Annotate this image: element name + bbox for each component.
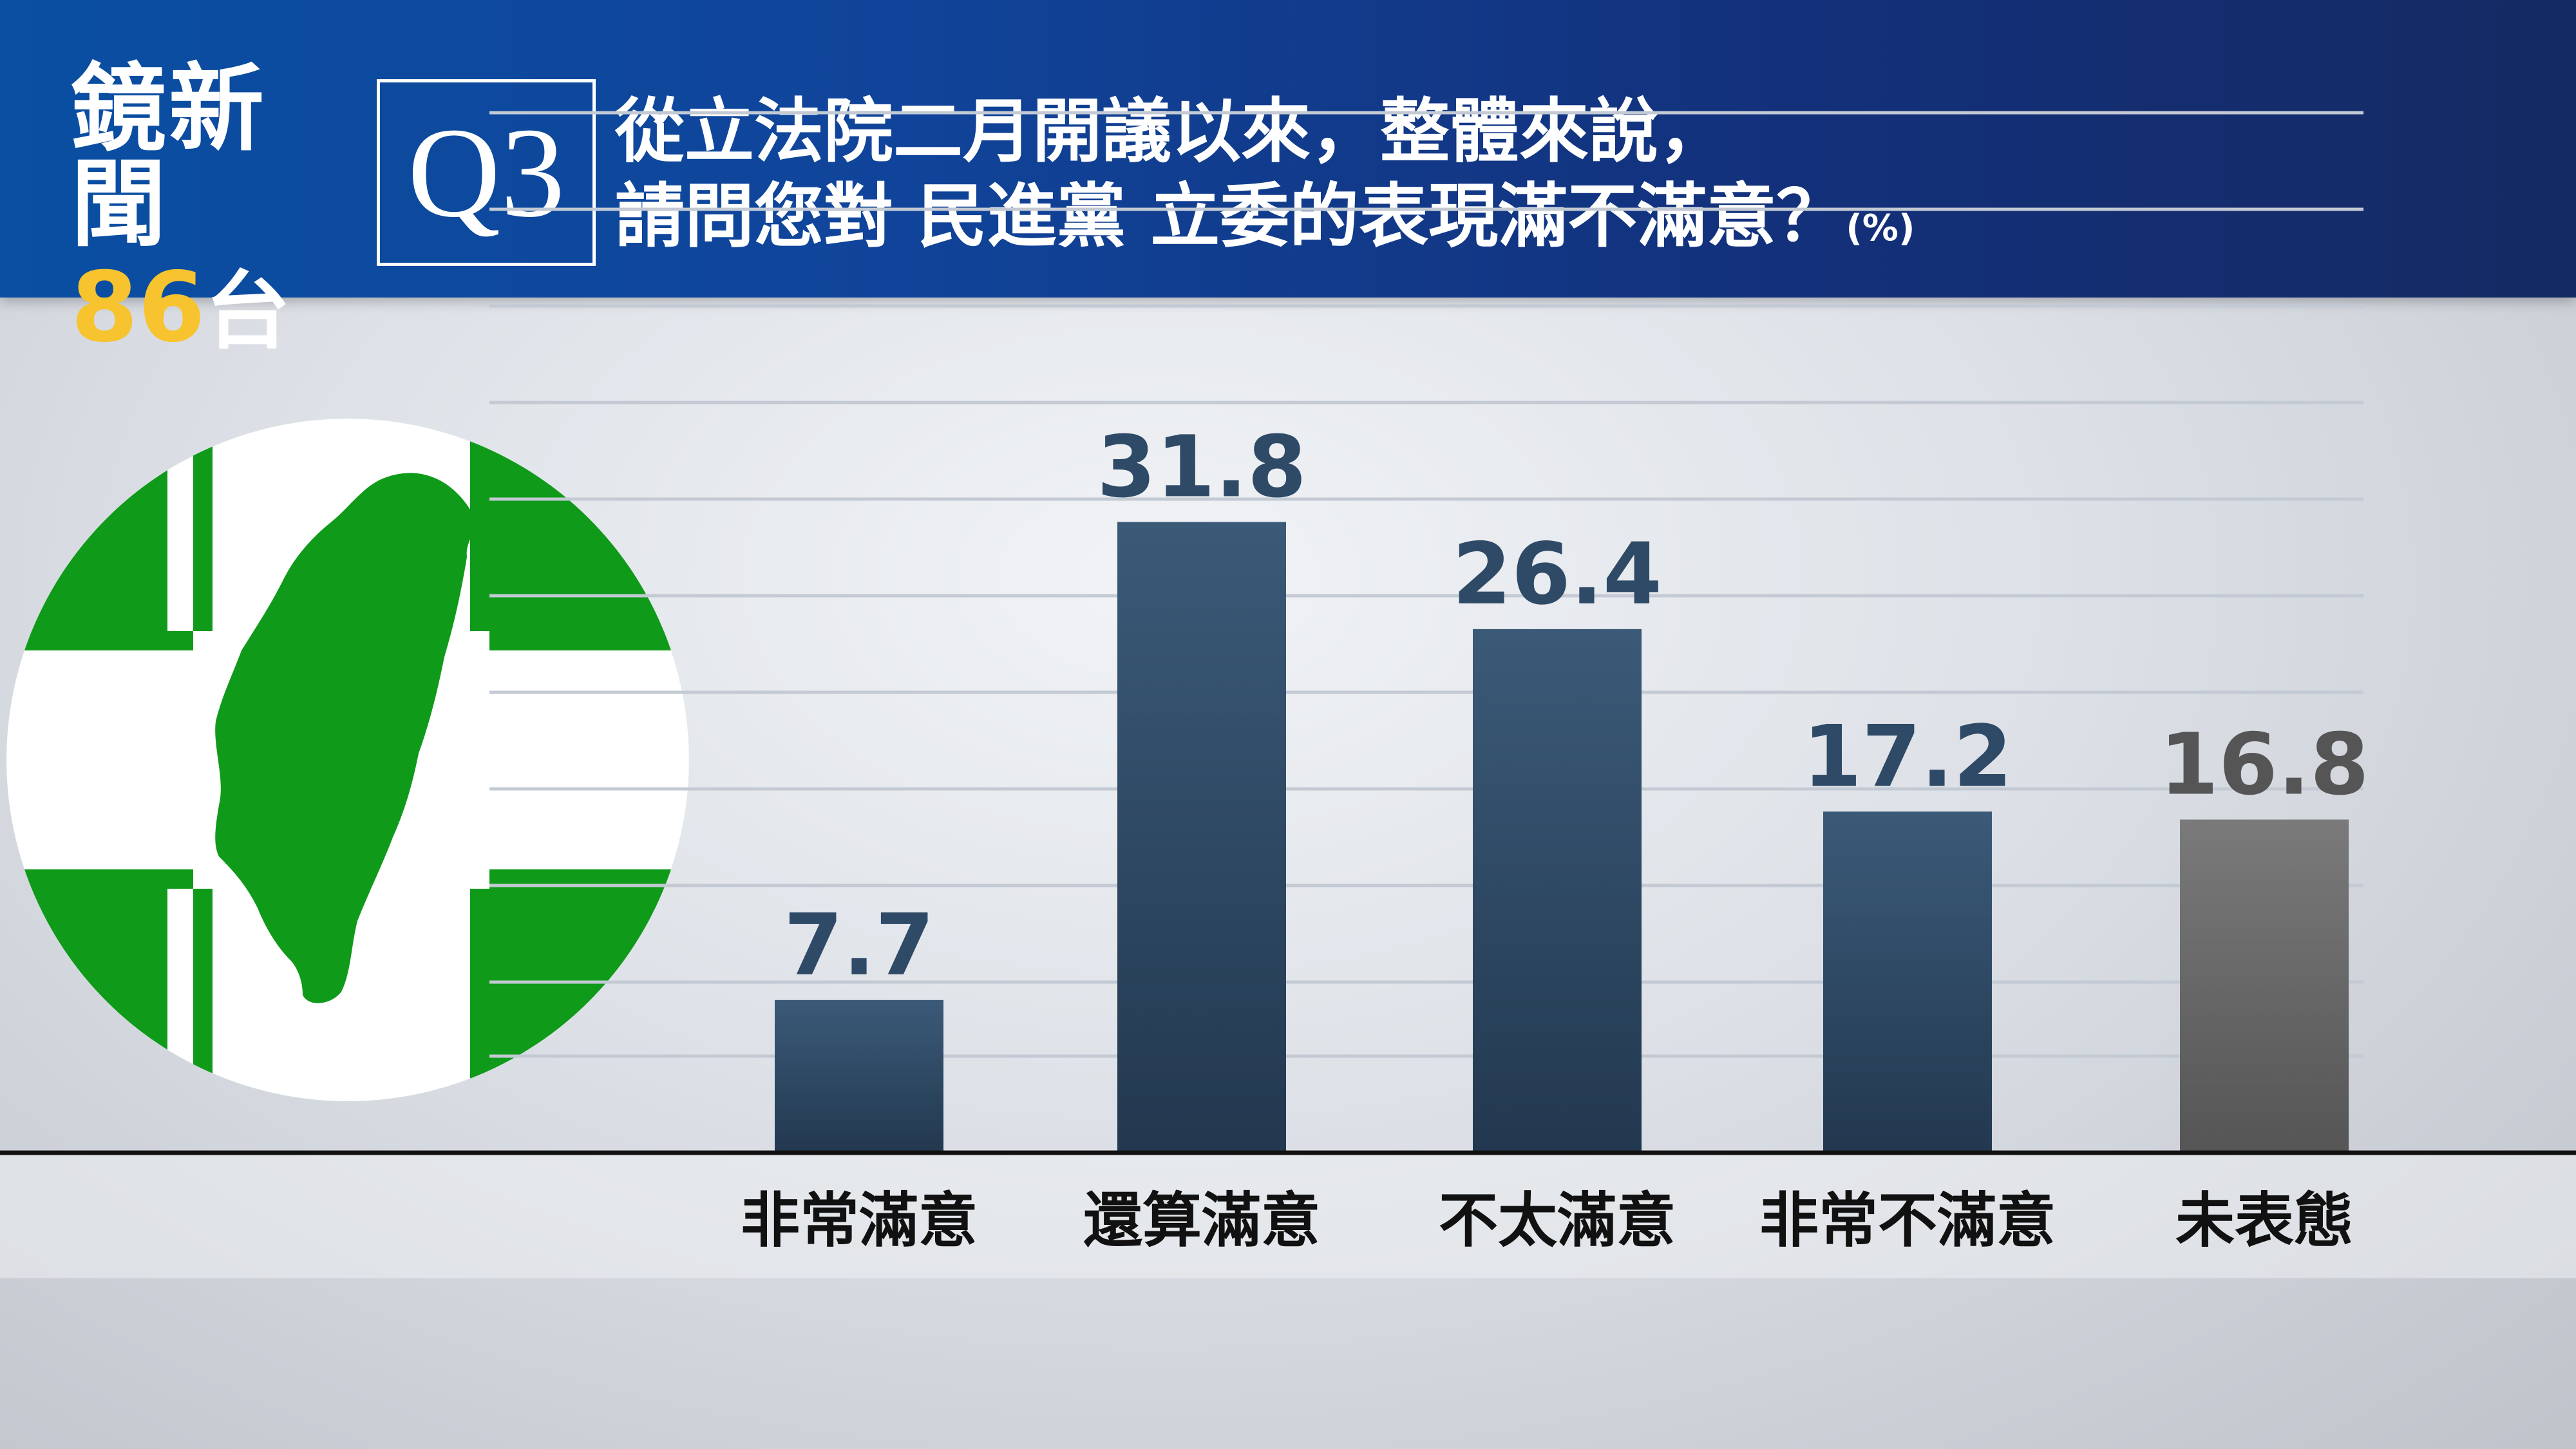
question-number-box: Q3: [377, 79, 596, 266]
bar-3: [1473, 629, 1642, 1153]
bar-2: [1117, 522, 1286, 1153]
value-label-5: 16.8: [2159, 715, 2369, 815]
question-line-1: 從立法院二月開議以來，整體來說，: [615, 91, 1728, 172]
logo-name: 鏡新聞: [71, 53, 267, 260]
value-label-3: 26.4: [1452, 525, 1662, 624]
dpp-party-emblem-icon: [6, 419, 689, 1101]
bar-5: [2180, 819, 2349, 1153]
category-label-3: 不太滿意: [1439, 1186, 1676, 1255]
category-label-4: 非常不滿意: [1759, 1186, 2056, 1255]
question-line-2-wrap: 請問您對 民進黨 立委的表現滿不滿意？(%): [615, 174, 1915, 271]
bar-1: [775, 999, 943, 1153]
logo-channel-suffix: 台: [205, 262, 290, 361]
value-label-4: 17.2: [1803, 707, 2012, 806]
unit-label: (%): [1846, 207, 1915, 249]
value-label-2: 31.8: [1097, 418, 1307, 517]
logo-channel: 86台: [71, 260, 354, 356]
category-label-5: 未表態: [2175, 1186, 2353, 1255]
bar-4: [1823, 811, 1992, 1153]
header-banner: 鏡新聞 86台 Q3 從立法院二月開議以來，整體來說， 請問您對 民進黨 立委的…: [0, 0, 2576, 356]
logo-channel-number: 86: [71, 252, 205, 364]
question-line-2: 請問您對 民進黨 立委的表現滿不滿意？: [615, 176, 1846, 257]
channel-logo: 鏡新聞 86台: [71, 61, 354, 356]
value-label-1: 7.7: [784, 896, 934, 995]
question-text: 從立法院二月開議以來，整體來說， 請問您對 民進黨 立委的表現滿不滿意？(%): [615, 89, 1915, 271]
category-label-1: 非常滿意: [741, 1186, 978, 1255]
category-label-2: 還算滿意: [1083, 1186, 1320, 1255]
question-number: Q3: [407, 101, 565, 244]
category-band: [0, 1153, 2576, 1278]
